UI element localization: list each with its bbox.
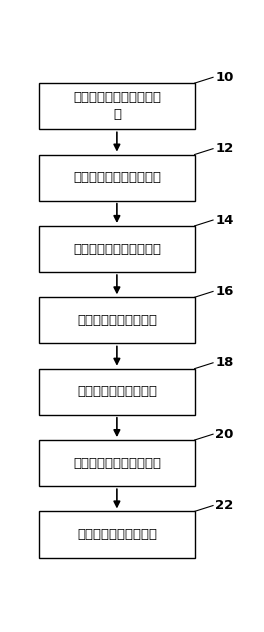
Text: 对钽酸锂晶片进行研磨: 对钽酸锂晶片进行研磨: [77, 386, 157, 398]
Text: 清洗浸泡后的钽酸锂晶片: 清洗浸泡后的钽酸锂晶片: [73, 171, 161, 184]
Text: 16: 16: [215, 285, 233, 298]
Text: 14: 14: [215, 214, 233, 226]
Text: 12: 12: [215, 142, 233, 155]
Text: 10: 10: [215, 71, 233, 84]
Bar: [39, 297, 195, 344]
Bar: [39, 154, 195, 201]
Bar: [39, 440, 195, 486]
Text: 清洗研磨后的钽酸锂晶片: 清洗研磨后的钽酸锂晶片: [73, 457, 161, 470]
Text: 20: 20: [215, 428, 233, 441]
Bar: [39, 83, 195, 130]
Text: 对钽酸锂晶片进行浸泡处
理: 对钽酸锂晶片进行浸泡处 理: [73, 91, 161, 121]
Bar: [39, 226, 195, 272]
Text: 18: 18: [215, 356, 233, 369]
Text: 将钽酸锂晶片沾到工装上: 将钽酸锂晶片沾到工装上: [73, 243, 161, 255]
Text: 对钽酸锂晶片进行抛光: 对钽酸锂晶片进行抛光: [77, 528, 157, 541]
Bar: [39, 368, 195, 415]
Text: 将工装固定到驱动盘上: 将工装固定到驱动盘上: [77, 314, 157, 327]
Text: 22: 22: [215, 499, 233, 512]
Bar: [39, 511, 195, 557]
